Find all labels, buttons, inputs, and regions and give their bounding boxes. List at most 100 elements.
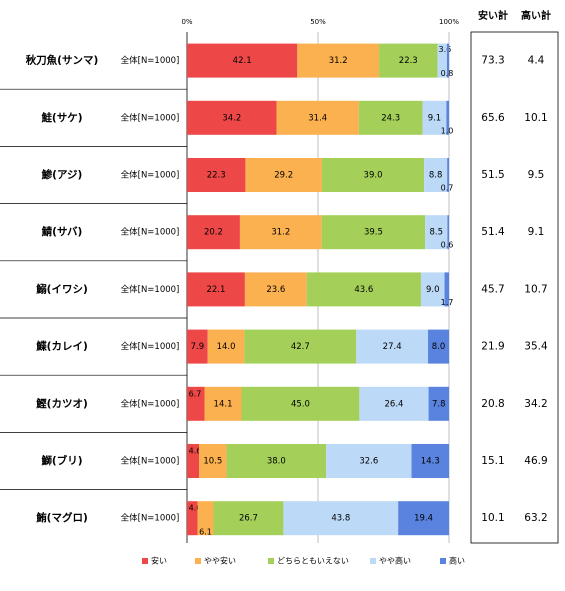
summary-value-low: 21.9: [481, 341, 504, 353]
bar-segment: [326, 444, 412, 478]
bar-segment: [187, 43, 298, 78]
bar-value-label: 27.4: [383, 342, 402, 352]
summary-value-high: 63.2: [524, 512, 547, 524]
bar-value-label: 24.3: [381, 113, 400, 123]
bar-segment: [424, 158, 448, 192]
bar-segment: [197, 501, 214, 536]
x-tick-label: 0%: [181, 18, 192, 26]
bar-value-label: 43.8: [331, 514, 350, 524]
bar-segment: [398, 501, 449, 536]
bar-value-label: 7.9: [191, 342, 205, 352]
summary-value-high: 35.4: [524, 341, 548, 353]
bar-value-label-small: 6.1: [199, 528, 212, 537]
bar-segment: [187, 272, 245, 307]
bar-value-label-small: 0.7: [441, 184, 454, 193]
bar-value-label: 43.6: [354, 285, 373, 295]
bar-segment: [447, 158, 449, 192]
bar-value-label: 32.6: [359, 457, 378, 467]
summary-value-high: 10.7: [524, 283, 547, 295]
bar-value-label: 8.0: [432, 342, 446, 352]
bar-segment: [239, 215, 322, 250]
bar-segment: [379, 43, 438, 78]
category-label: 鯵(アジ): [42, 168, 83, 181]
legend-swatch: [195, 558, 201, 564]
legend-label: やや安い: [204, 556, 236, 566]
bar-value-label: 38.0: [267, 457, 286, 467]
bar-value-label: 14.1: [214, 399, 233, 409]
bar-segment: [422, 100, 447, 135]
bar-value-label-small: 0.8: [441, 69, 454, 78]
category-label: 鮭(サケ): [40, 111, 82, 124]
bar-segment: [199, 444, 227, 478]
row-sample-label: 全体[N=1000]: [121, 170, 180, 181]
bar-segment: [187, 215, 240, 250]
bar-value-label: 26.4: [385, 399, 404, 409]
bar-value-label: 31.2: [271, 228, 290, 238]
bar-value-label-small: 4.6: [189, 447, 202, 456]
bar-value-label: 34.2: [222, 113, 241, 123]
bar-segment: [356, 329, 429, 364]
row-sample-label: 全体[N=1000]: [121, 112, 180, 123]
bar-value-label: 22.3: [207, 171, 226, 181]
summary-box: [470, 31, 559, 544]
bar-segment: [276, 100, 359, 135]
bar-segment: [187, 444, 200, 478]
summary-value-low: 15.1: [481, 455, 504, 467]
row-sample-label: 全体[N=1000]: [121, 398, 180, 409]
category-label: 鰈(カレイ): [36, 340, 88, 353]
row-sample-label: 全体[N=1000]: [121, 341, 180, 352]
bar-segment: [187, 158, 246, 192]
bar-segment: [306, 272, 421, 307]
bar-value-label-small: 6.7: [189, 389, 202, 398]
category-label: 鰹(カツオ): [36, 397, 88, 410]
bar-segment: [241, 386, 360, 421]
summary-value-low: 20.8: [481, 398, 504, 410]
legend-swatch: [142, 558, 148, 564]
category-label: 鯖(サバ): [41, 225, 83, 238]
bar-value-label: 14.0: [217, 342, 236, 352]
summary-value-high: 9.1: [528, 226, 545, 238]
x-tick-label: 50%: [310, 18, 326, 26]
legend-swatch: [440, 558, 446, 564]
summary-value-high: 9.5: [528, 169, 545, 181]
bar-value-label: 7.8: [432, 399, 446, 409]
x-tick-label: 100%: [439, 18, 459, 26]
bar-value-label: 9.0: [426, 285, 440, 295]
bar-value-label: 23.6: [266, 285, 285, 295]
bar-segment: [411, 444, 449, 478]
bar-value-label: 39.0: [364, 171, 383, 181]
bar-segment: [245, 158, 322, 192]
legend-swatch: [268, 558, 274, 564]
summary-header-high: 高い計: [521, 9, 551, 22]
bar-segment: [207, 329, 245, 364]
summary-value-low: 51.5: [481, 169, 504, 181]
category-label: 秋刀魚(サンマ): [26, 54, 99, 67]
bar-value-label: 9.1: [428, 113, 442, 123]
bar-value-label: 26.7: [239, 514, 258, 524]
summary-value-high: 4.4: [528, 55, 545, 67]
bar-segment: [187, 386, 205, 421]
summary-value-low: 73.3: [481, 55, 504, 67]
category-label: 鰯(イワシ): [36, 282, 88, 295]
summary-value-low: 45.7: [481, 283, 504, 295]
bar-segment: [446, 43, 449, 78]
bar-value-label: 45.0: [291, 399, 310, 409]
bar-segment: [425, 215, 448, 250]
summary-value-high: 34.2: [524, 398, 547, 410]
bar-segment: [213, 501, 284, 536]
bar-segment: [428, 329, 449, 364]
bar-segment: [358, 100, 423, 135]
category-label: 鰤(ブリ): [41, 454, 82, 467]
row-sample-label: 全体[N=1000]: [121, 513, 180, 524]
bar-segment: [283, 501, 399, 536]
bar-value-label: 39.5: [364, 228, 383, 238]
bar-segment: [187, 329, 208, 364]
bar-value-label: 31.2: [329, 56, 348, 66]
bar-segment: [428, 386, 449, 421]
legend-label: やや高い: [379, 556, 411, 566]
row-sample-label: 全体[N=1000]: [121, 284, 180, 295]
bar-segment: [420, 272, 445, 307]
bar-segment: [187, 100, 277, 135]
